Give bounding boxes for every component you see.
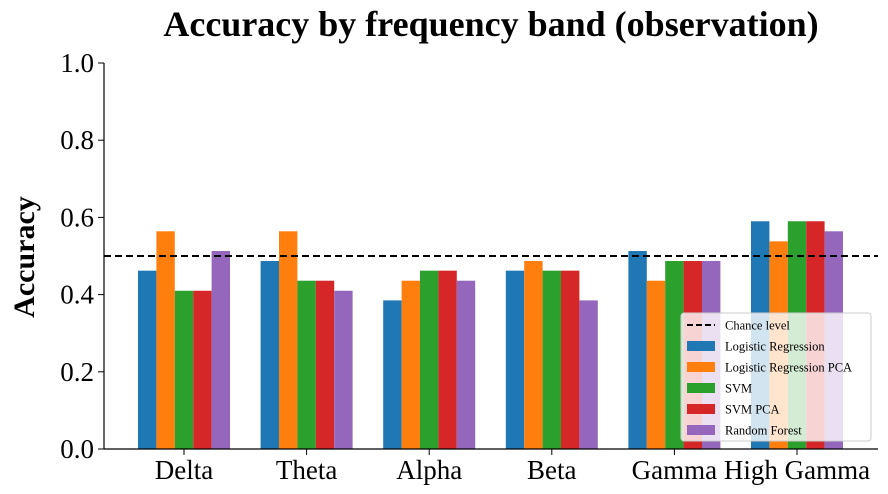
x-tick-label: Gamma: [632, 455, 717, 485]
bar-theta-random-forest: [334, 290, 353, 449]
legend-label-logistic-regression-pca: Logistic Regression PCA: [725, 361, 852, 375]
y-axis-ticks: 0.0 0.2 0.4 0.6 0.8 1.0: [60, 48, 104, 464]
legend: Chance level Logistic Regression Logistic …: [680, 312, 872, 442]
bar-delta-random-forest: [211, 250, 230, 449]
bar-alpha-svm: [420, 270, 439, 449]
y-tick-label: 0.6: [60, 202, 94, 232]
bar-beta-logistic-regression: [505, 270, 525, 449]
axes: [103, 63, 878, 450]
bar-delta-svm-pca: [193, 290, 212, 449]
legend-swatch-logistic-regression: [687, 341, 715, 351]
bar-beta-random-forest: [579, 300, 598, 449]
legend-label-svm: SVM: [725, 382, 752, 396]
y-tick-label: 0.4: [60, 280, 94, 310]
bar-gamma-svm: [665, 261, 684, 449]
legend-swatch-random-forest: [687, 425, 715, 435]
x-tick-label: Beta: [527, 455, 576, 485]
y-tick-label: 0.8: [60, 125, 94, 155]
bar-alpha-logistic-regression-pca: [401, 280, 420, 449]
bar-alpha-svm-pca: [438, 270, 457, 449]
bar-beta-logistic-regression-pca: [524, 261, 543, 449]
legend-label-random-forest: Random Forest: [725, 424, 802, 438]
x-tick-label: Theta: [276, 455, 337, 485]
bar-theta-logistic-regression-pca: [279, 231, 298, 449]
x-axis-ticks: Delta Theta Alpha Beta Gamma High Gamma: [155, 449, 870, 485]
legend-swatch-svm: [687, 383, 715, 393]
y-tick-label: 0.0: [60, 434, 94, 464]
bar-delta-logistic-regression: [138, 270, 157, 449]
bar-beta-svm: [542, 270, 561, 449]
legend-label-logistic-regression: Logistic Regression: [725, 340, 825, 354]
legend-swatch-svm-pca: [687, 404, 715, 414]
bar-delta-logistic-regression-pca: [156, 231, 175, 449]
y-tick-label: 0.2: [60, 357, 94, 387]
legend-swatch-logistic-regression-pca: [687, 362, 715, 372]
legend-label-svm-pca: SVM PCA: [725, 403, 780, 417]
bar-gamma-logistic-regression: [628, 250, 647, 449]
chart-title: Accuracy by frequency band (observation): [163, 4, 818, 44]
y-axis-label: Accuracy: [8, 196, 41, 318]
y-tick-label: 1.0: [60, 48, 94, 78]
x-tick-label: Alpha: [396, 455, 462, 485]
bar-alpha-random-forest: [456, 280, 476, 449]
bar-theta-svm-pca: [315, 280, 335, 449]
legend-box: [680, 312, 872, 442]
bar-alpha-logistic-regression: [383, 300, 402, 449]
bar-theta-svm: [297, 280, 316, 449]
bar-beta-svm-pca: [561, 270, 580, 449]
bar-gamma-logistic-regression-pca: [646, 280, 666, 449]
bar-delta-svm: [174, 290, 194, 449]
x-tick-label: Delta: [155, 455, 213, 485]
x-tick-label: High Gamma: [724, 455, 870, 485]
bar-theta-logistic-regression: [260, 261, 279, 449]
legend-label-chance-level: Chance level: [725, 319, 790, 333]
